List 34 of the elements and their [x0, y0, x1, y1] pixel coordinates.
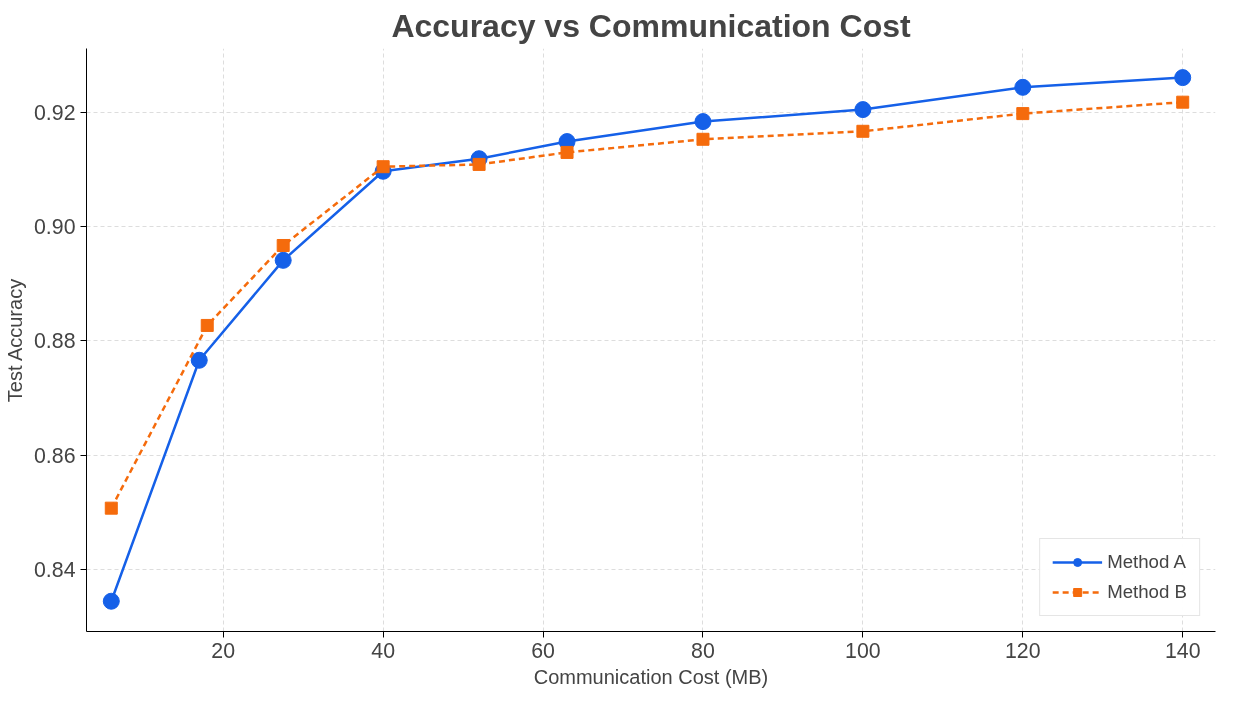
point — [854, 101, 872, 119]
point — [694, 113, 712, 131]
x-tick-label: 100 — [845, 638, 881, 663]
y-tick-label: 0.88 — [33, 329, 76, 354]
x-tick-label: 40 — [371, 638, 396, 663]
point — [856, 124, 870, 138]
y-tick-label: 0.86 — [33, 443, 76, 468]
point — [376, 160, 390, 174]
point — [1174, 69, 1192, 87]
point — [560, 145, 574, 159]
chart-title: Accuracy vs Communication Cost — [391, 7, 911, 44]
x-tick-label: 120 — [1005, 638, 1041, 663]
y-tick-label: 0.84 — [33, 557, 76, 582]
point — [1176, 95, 1190, 109]
point — [102, 592, 120, 610]
x-tick-label: 20 — [211, 638, 236, 663]
point — [1016, 107, 1030, 121]
y-axis-title: Test Accuracy — [3, 278, 26, 403]
point — [274, 251, 292, 269]
x-tick-label: 80 — [691, 638, 715, 663]
point — [696, 132, 710, 146]
point — [276, 239, 290, 252]
legend-label: Method B — [1107, 581, 1187, 603]
y-tick-label: 0.90 — [33, 215, 76, 240]
legend-label: Method A — [1107, 551, 1186, 573]
point — [190, 351, 208, 369]
point — [104, 501, 118, 515]
point — [1014, 78, 1032, 96]
point — [200, 318, 214, 332]
x-tick-label: 140 — [1164, 638, 1201, 663]
y-tick-label: 0.92 — [33, 100, 76, 125]
x-tick-label: 60 — [531, 638, 556, 663]
x-axis-title: Communication Cost (MB) — [533, 665, 769, 688]
point — [472, 157, 486, 171]
